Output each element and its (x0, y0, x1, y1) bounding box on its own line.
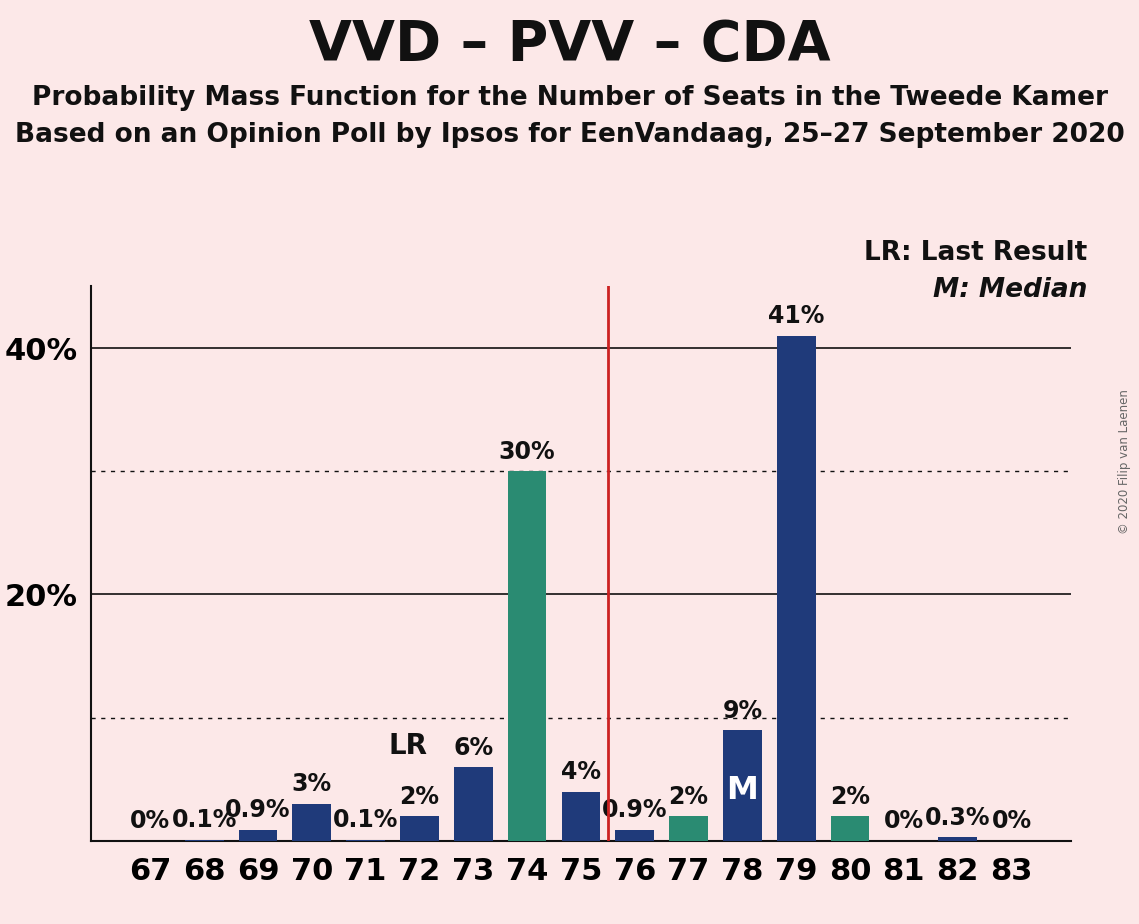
Text: M: Median: M: Median (933, 277, 1088, 303)
Bar (293, 804, 331, 841)
Text: M: M (727, 775, 759, 807)
Bar (562, 792, 600, 841)
Text: 0%: 0% (884, 809, 924, 833)
Bar (453, 767, 493, 841)
Bar (615, 830, 654, 841)
Bar (238, 830, 277, 841)
Bar (777, 335, 816, 841)
Text: 2%: 2% (830, 784, 870, 808)
Text: 4%: 4% (560, 760, 601, 784)
Text: 0%: 0% (991, 809, 1032, 833)
Text: LR: LR (388, 732, 427, 760)
Text: © 2020 Filip van Laenen: © 2020 Filip van Laenen (1118, 390, 1131, 534)
Text: 0.3%: 0.3% (925, 806, 991, 830)
Text: 0%: 0% (130, 809, 171, 833)
Bar (939, 837, 977, 841)
Text: LR: Last Result: LR: Last Result (865, 240, 1088, 266)
Text: Probability Mass Function for the Number of Seats in the Tweede Kamer: Probability Mass Function for the Number… (32, 85, 1107, 111)
Text: 6%: 6% (453, 736, 493, 760)
Text: 0.9%: 0.9% (601, 798, 667, 822)
Text: Based on an Opinion Poll by Ipsos for EenVandaag, 25–27 September 2020: Based on an Opinion Poll by Ipsos for Ee… (15, 122, 1124, 148)
Bar (185, 840, 223, 841)
Text: 2%: 2% (669, 784, 708, 808)
Bar (669, 816, 708, 841)
Text: VVD – PVV – CDA: VVD – PVV – CDA (309, 18, 830, 72)
Text: 0.9%: 0.9% (226, 798, 290, 822)
Text: 3%: 3% (292, 772, 331, 796)
Bar (346, 840, 385, 841)
Bar (400, 816, 439, 841)
Text: 0.1%: 0.1% (333, 808, 399, 833)
Text: 9%: 9% (722, 699, 762, 723)
Bar (508, 471, 547, 841)
Text: 41%: 41% (768, 304, 825, 328)
Text: 30%: 30% (499, 440, 556, 464)
Bar (830, 816, 869, 841)
Text: 0.1%: 0.1% (172, 808, 237, 833)
Text: 2%: 2% (400, 784, 440, 808)
Bar (723, 730, 762, 841)
